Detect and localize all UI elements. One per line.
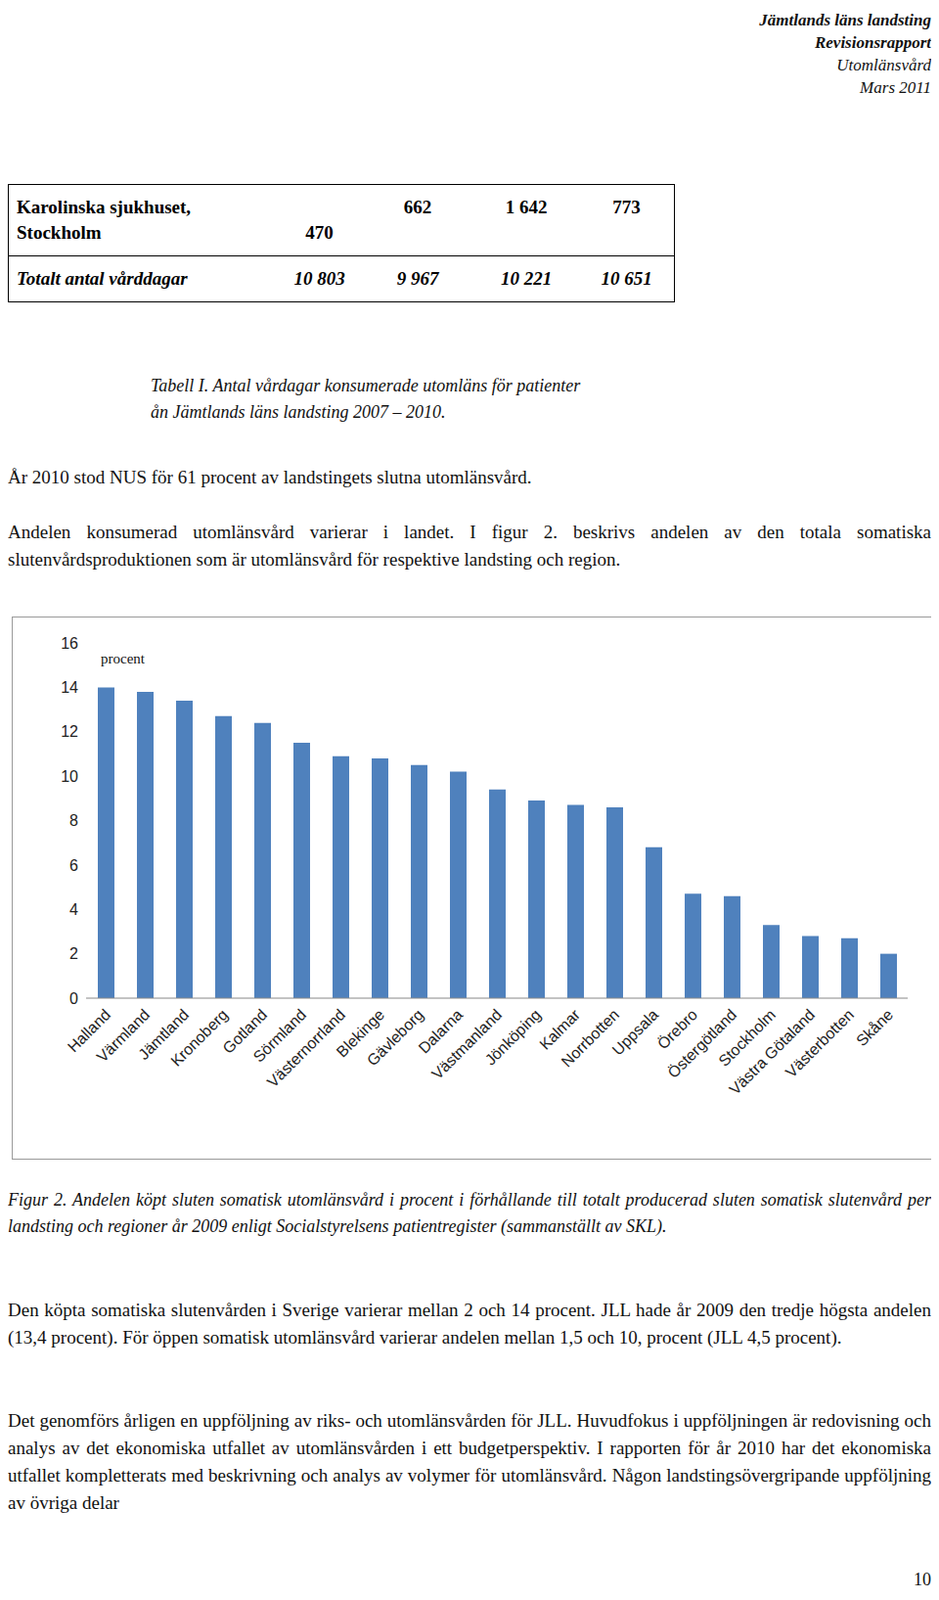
svg-text:Dalarna: Dalarna [415, 1005, 466, 1057]
svg-text:12: 12 [60, 722, 79, 740]
html-text:Tabell I. Antal vårdagar konsu: Tabell I. Antal vårdagar konsumerade uto… [150, 375, 581, 396]
html-text:Figur 2. Andelen köpt sluten s: Figur 2. Andelen köpt sluten somatisk ut… [7, 1189, 932, 1236]
html-text:År 2010 stod NUS för 61 procen: År 2010 stod NUS för 61 procent av lands… [7, 466, 532, 488]
svg-text:Västernorrland: Västernorrland [263, 1005, 349, 1090]
svg-text:Sörmland: Sörmland [250, 1005, 310, 1065]
html-text:9 967: 9 967 [396, 268, 439, 289]
html-text:Mars 2011: Mars 2011 [859, 78, 932, 97]
html-text:773: 773 [612, 196, 641, 218]
svg-text:Västerbotten: Västerbotten [782, 1005, 857, 1080]
svg-text:Kronoberg: Kronoberg [167, 1005, 231, 1070]
html-text:10 221: 10 221 [500, 268, 552, 289]
svg-text:6: 6 [69, 856, 79, 874]
svg-text:16: 16 [60, 634, 79, 652]
svg-text:8: 8 [69, 811, 79, 829]
html-text:Revisionsrapport: Revisionsrapport [814, 33, 932, 52]
svg-text:Örebro: Örebro [654, 1005, 701, 1052]
svg-text:Uppsala: Uppsala [609, 1005, 663, 1059]
html-text:Den köpta somatiska slutenvård: Den köpta somatiska slutenvården i Sveri… [7, 1298, 932, 1347]
svg-text:0: 0 [69, 989, 79, 1007]
svg-text:Värmland: Värmland [93, 1005, 153, 1065]
html-text:ån Jämtlands läns landsting 20: ån Jämtlands läns landsting 2007 – 2010. [150, 402, 446, 422]
html-text:10 651: 10 651 [600, 268, 653, 289]
html-text:10 803: 10 803 [293, 268, 345, 289]
svg-text:Västra Götaland: Västra Götaland [726, 1005, 818, 1098]
svg-text:10: 10 [60, 767, 79, 785]
svg-text:Gotland: Gotland [219, 1005, 271, 1057]
html-text:470: 470 [305, 222, 334, 243]
html-text:1 642: 1 642 [505, 196, 548, 218]
svg-text:Norrbotten: Norrbotten [558, 1005, 623, 1070]
svg-text:Jönköping: Jönköping [482, 1005, 545, 1069]
svg-text:Kalmar: Kalmar [536, 1005, 584, 1053]
svg-text:2: 2 [69, 944, 79, 962]
html-text:procent: procent [100, 650, 145, 667]
html-text:Det genomförs årligen en uppfö: Det genomförs årligen en uppföljning av … [7, 1409, 932, 1513]
svg-text:Västmanland: Västmanland [428, 1005, 505, 1083]
svg-text:Stockholm: Stockholm [715, 1005, 779, 1069]
svg-text:14: 14 [60, 678, 79, 696]
html-text:Andelen konsumerad utomlänsvår: Andelen konsumerad utomlänsvård varierar… [7, 521, 932, 570]
svg-text:Skåne: Skåne [852, 1005, 896, 1049]
svg-text:Halland: Halland [64, 1005, 114, 1055]
html-text:10: 10 [913, 1568, 932, 1589]
svg-text:Gävleborg: Gävleborg [363, 1005, 427, 1069]
svg-text:Östergötland: Östergötland [664, 1005, 740, 1081]
html-text:Totalt antal vårddagar: Totalt antal vårddagar [16, 268, 188, 289]
html-text:Utomlänsvård: Utomlänsvård [836, 55, 932, 75]
svg-text:4: 4 [69, 900, 79, 918]
html-text:Karolinska sjukhuset, Stockhol: Karolinska sjukhuset, Stockholm [16, 196, 191, 243]
svg-text:Jämtland: Jämtland [135, 1005, 192, 1063]
svg-text:Blekinge: Blekinge [333, 1005, 388, 1060]
html-text:662: 662 [403, 196, 432, 218]
html-text:Jämtlands läns landsting: Jämtlands läns landsting [759, 10, 932, 30]
